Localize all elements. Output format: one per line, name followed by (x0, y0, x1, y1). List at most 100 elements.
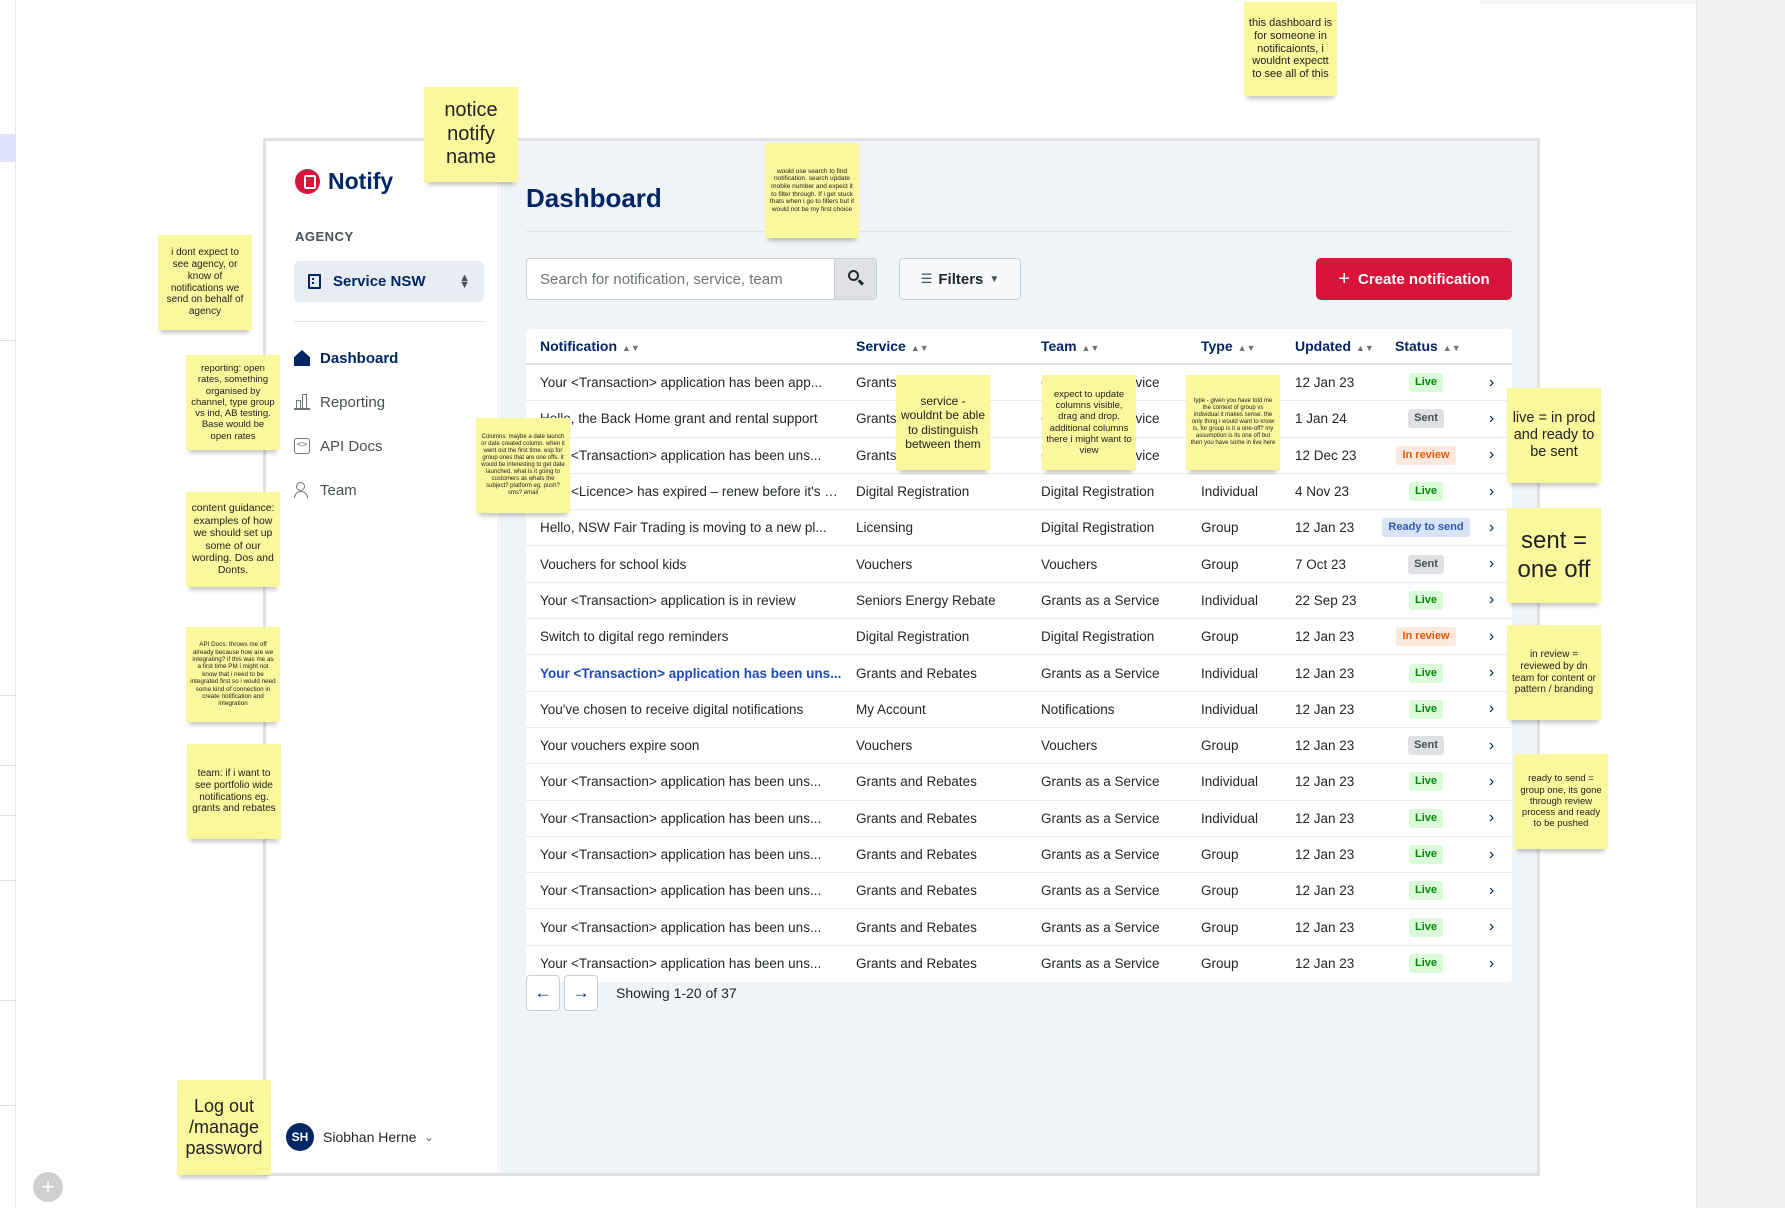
status-badge: Sent (1408, 409, 1444, 429)
sticky-note[interactable]: in review = reviewed by dn team for cont… (1507, 625, 1601, 720)
updated-cell: 12 Jan 23 (1295, 774, 1355, 790)
left-panel-edge (0, 0, 16, 1208)
service-cell: Grants and Rebates (856, 665, 977, 681)
table-row[interactable]: Your <Transaction> application has been … (526, 438, 1512, 474)
table-row[interactable]: Your <Transaction> application has been … (526, 909, 1512, 946)
table-row[interactable]: Your <Transaction> application has been … (526, 655, 1512, 692)
table-row[interactable]: You've chosen to receive digital notific… (526, 692, 1512, 728)
search-input[interactable] (527, 259, 834, 299)
column-header-status[interactable]: Status ▲▼ (1381, 338, 1471, 354)
sticky-note[interactable]: team: if i want to see portfolio wide no… (187, 744, 281, 839)
status-badge: Ready to send (1382, 518, 1470, 538)
column-header-team[interactable]: Team ▲▼ (1027, 338, 1187, 354)
left-panel-tab[interactable] (0, 134, 16, 162)
table-row[interactable]: Your vouchers expire soon Vouchers Voucher… (526, 728, 1512, 765)
table-row[interactable]: Your <Transaction> application has been … (526, 764, 1512, 801)
column-header-service[interactable]: Service ▲▼ (842, 338, 1027, 354)
sidebar-nav: Dashboard Reporting <> API Docs Team (294, 336, 484, 512)
create-notification-button[interactable]: + Create notification (1316, 258, 1512, 300)
team-cell: Notifications (1041, 701, 1115, 717)
chevron-right-icon[interactable]: › (1488, 845, 1495, 863)
sticky-note[interactable]: type - given you have told me the contex… (1186, 375, 1280, 470)
table-row[interactable]: Switch to digital rego reminders Digital … (526, 619, 1512, 656)
sliders-icon: ☰ (920, 271, 933, 286)
chevron-right-icon[interactable]: › (1488, 482, 1495, 500)
user-menu[interactable]: SH Siobhan Herne ⌄ (286, 1123, 434, 1151)
sticky-note[interactable]: would use search to find notification. s… (765, 143, 859, 238)
chevron-right-icon[interactable]: › (1488, 736, 1495, 754)
left-panel-divider (0, 1105, 16, 1106)
next-page-button[interactable]: → (564, 975, 598, 1011)
table-row[interactable]: Your <Transaction> application has been … (526, 873, 1512, 910)
chevron-right-icon[interactable]: › (1488, 591, 1495, 609)
home-icon (294, 350, 310, 366)
chevron-right-icon[interactable]: › (1488, 627, 1495, 645)
table-row[interactable]: Hello, the Back Home grant and rental su… (526, 401, 1512, 438)
sticky-note[interactable]: expect to update columns visible, drag a… (1042, 375, 1136, 470)
sticky-note[interactable]: service - wouldnt be able to distinguish… (896, 375, 990, 470)
sticky-note[interactable]: this dashboard is for someone in notific… (1244, 2, 1337, 96)
canvas-right-gutter (1696, 0, 1785, 1208)
table-row[interactable]: Your <Licence> has expired – renew befor… (526, 474, 1512, 511)
sticky-note[interactable]: live = in prod and ready to be sent (1507, 388, 1601, 483)
notify-logo-icon (295, 169, 320, 194)
notification-cell: Your <Transaction> application has been … (540, 447, 822, 463)
sticky-note[interactable]: Columns: maybe a date launch or date cre… (476, 418, 570, 513)
table-row[interactable]: Your <Transaction> application has been … (526, 946, 1512, 982)
sidebar-item-api-docs[interactable]: <> API Docs (294, 424, 484, 468)
service-cell: Grants and Rebates (856, 919, 977, 935)
status-cell: Live (1381, 482, 1471, 502)
chevron-right-icon[interactable]: › (1488, 700, 1495, 718)
sticky-note[interactable]: API Docs: throws me off already because … (186, 627, 280, 722)
sticky-note[interactable]: ready to send = group one, its gone thro… (1514, 754, 1608, 849)
chevron-right-icon[interactable]: › (1488, 373, 1495, 391)
column-header-updated[interactable]: Updated ▲▼ (1281, 338, 1381, 354)
chevron-right-icon[interactable]: › (1488, 555, 1495, 573)
filters-button[interactable]: ☰ Filters ▼ (899, 258, 1021, 300)
table-row[interactable]: Your <Transaction> application is in rev… (526, 583, 1512, 620)
team-cell: Digital Registration (1041, 629, 1155, 645)
left-panel-divider (0, 695, 16, 696)
sidebar-item-reporting[interactable]: Reporting (294, 380, 484, 424)
sidebar-item-team[interactable]: Team (294, 468, 484, 512)
app-logo[interactable]: Notify (295, 168, 393, 195)
sticky-note[interactable]: reporting: open rates, something organis… (186, 355, 280, 450)
chevron-right-icon[interactable]: › (1488, 664, 1495, 682)
table-row[interactable]: Your <Transaction> application has been … (526, 365, 1512, 402)
title-divider (526, 231, 1511, 232)
notification-cell: Switch to digital rego reminders (540, 629, 729, 645)
table-row[interactable]: Hello, NSW Fair Trading is moving to a n… (526, 510, 1512, 547)
chevron-right-icon[interactable]: › (1488, 409, 1495, 427)
chevron-right-icon[interactable]: › (1488, 772, 1495, 790)
chevron-right-icon[interactable]: › (1488, 809, 1495, 827)
sidebar-item-dashboard[interactable]: Dashboard (294, 336, 484, 380)
chevron-right-icon[interactable]: › (1488, 881, 1495, 899)
sticky-note[interactable]: sent = one off (1507, 508, 1601, 603)
column-header-label: Updated (1295, 338, 1351, 354)
chevron-right-icon[interactable]: › (1488, 918, 1495, 936)
add-icon[interactable]: + (33, 1172, 63, 1202)
sticky-note[interactable]: content guidance: examples of how we sho… (186, 492, 280, 587)
type-cell: Individual (1201, 810, 1259, 826)
table-row[interactable]: Vouchers for school kids Vouchers Vouchers… (526, 546, 1512, 583)
service-cell: Licensing (856, 520, 914, 536)
chevron-up-down-icon: ▲ ▼ (459, 271, 470, 291)
column-header-type[interactable]: Type ▲▼ (1187, 338, 1281, 354)
status-badge: In review (1396, 627, 1456, 647)
status-cell: In review (1381, 627, 1471, 647)
chevron-right-icon[interactable]: › (1488, 518, 1495, 536)
chevron-right-icon[interactable]: › (1488, 446, 1495, 464)
previous-page-button[interactable]: ← (526, 975, 560, 1011)
sticky-note[interactable]: Log out /manage password (177, 1080, 271, 1175)
table-row[interactable]: Your <Transaction> application has been … (526, 801, 1512, 837)
sticky-note[interactable]: notice notify name (424, 87, 518, 182)
search-button[interactable] (834, 259, 876, 299)
sticky-note[interactable]: i dont expect to see agency, or know of … (158, 235, 252, 330)
status-cell: Ready to send (1381, 518, 1471, 538)
table-row[interactable]: Your <Transaction> application has been … (526, 837, 1512, 874)
agency-select[interactable]: Service NSW ▲ ▼ (294, 261, 484, 302)
column-header-notification[interactable]: Notification ▲▼ (526, 338, 842, 354)
type-cell: Group (1201, 847, 1239, 862)
chevron-right-icon[interactable]: › (1488, 954, 1495, 972)
status-cell: Live (1381, 808, 1471, 828)
